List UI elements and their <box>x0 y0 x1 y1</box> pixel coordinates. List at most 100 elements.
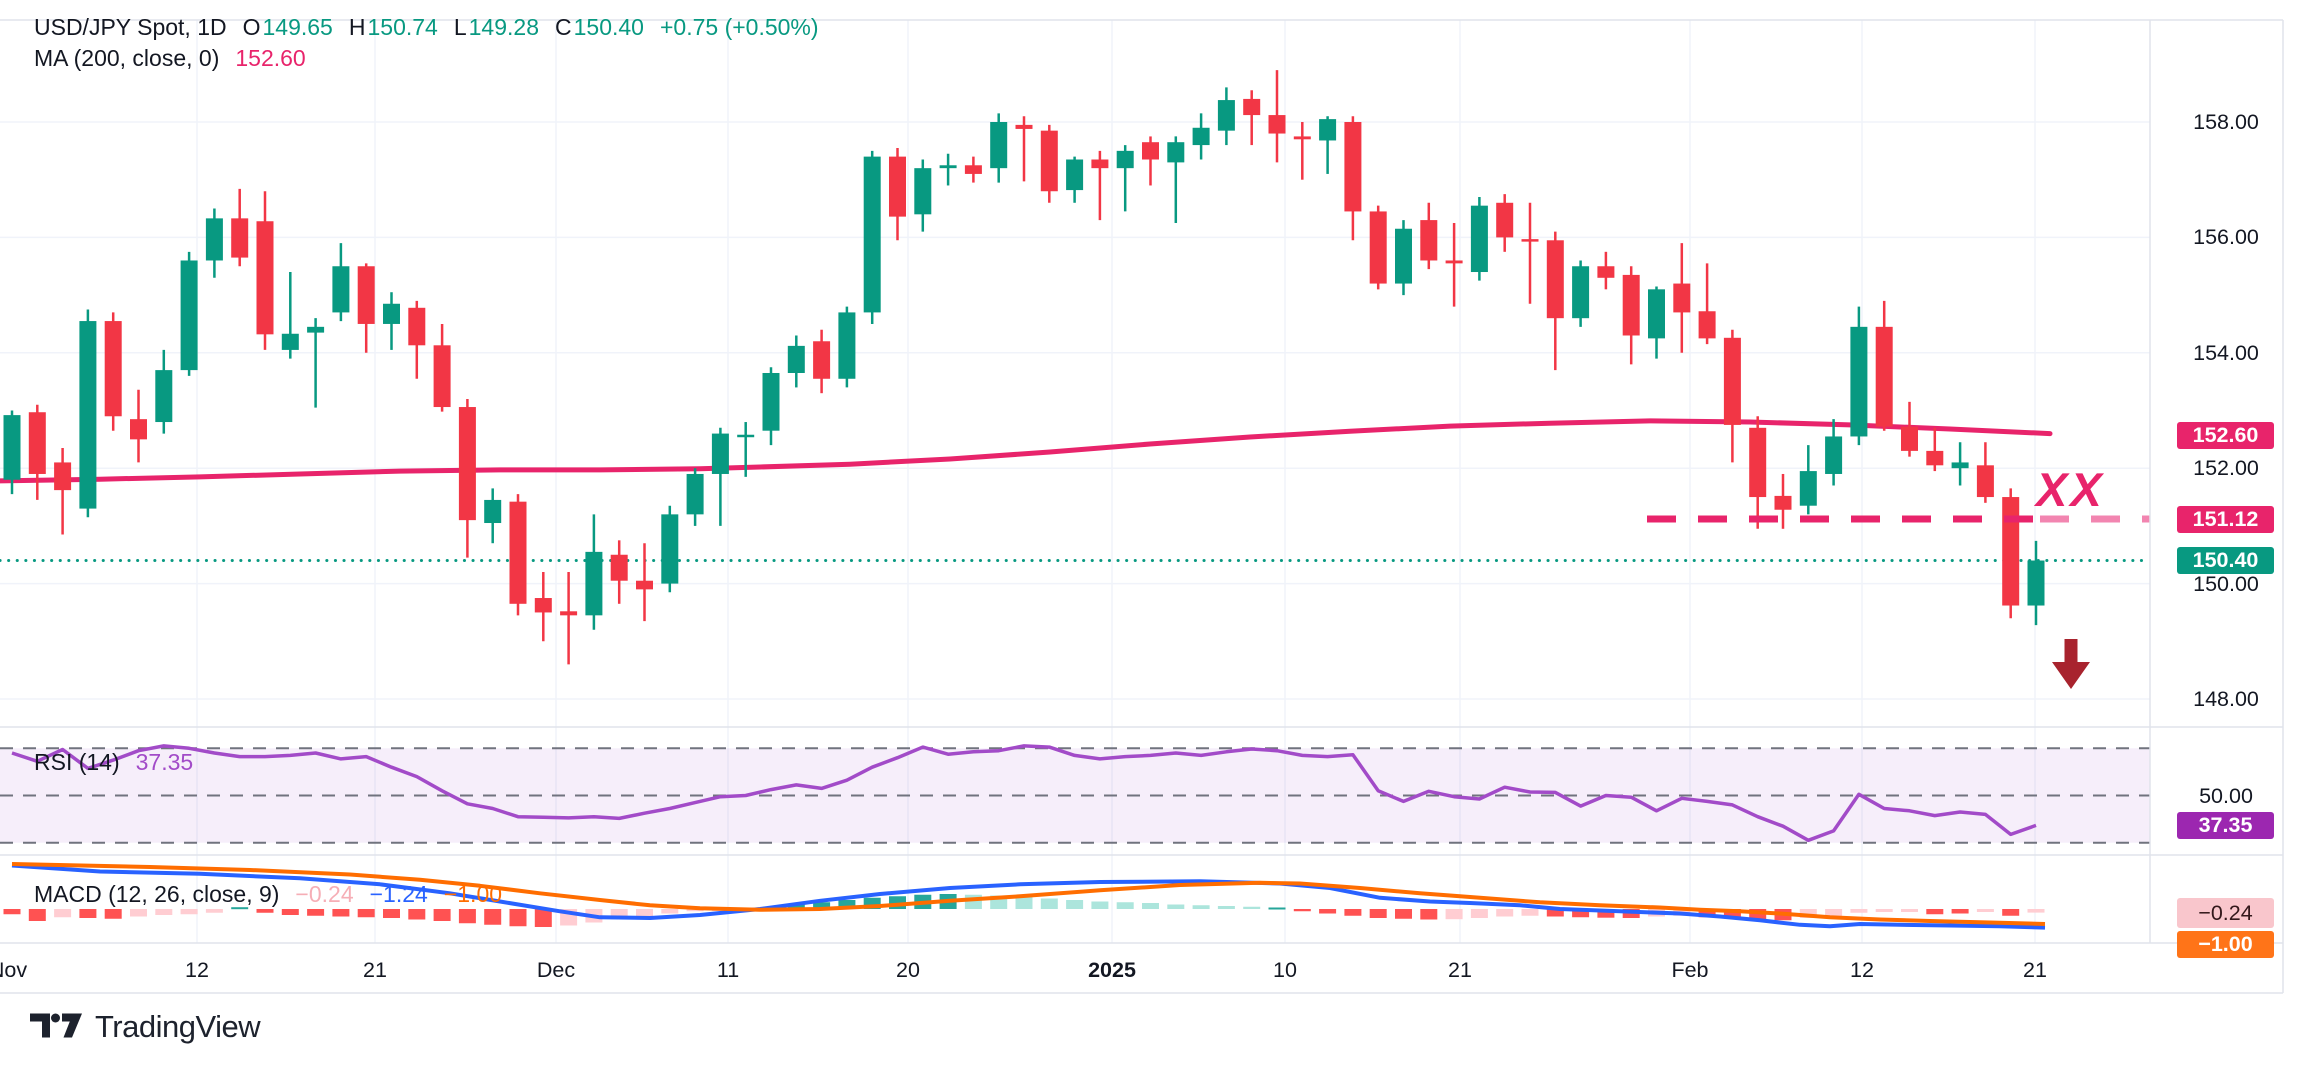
candle[interactable] <box>1243 98 1261 116</box>
candle[interactable] <box>1622 274 1640 336</box>
candle[interactable] <box>1976 465 1994 498</box>
candle[interactable] <box>737 434 755 438</box>
rsi-line[interactable] <box>11 744 2037 843</box>
candle[interactable] <box>990 122 1008 169</box>
candle[interactable] <box>1648 289 1665 339</box>
candle[interactable] <box>2027 560 2045 606</box>
candle[interactable] <box>889 156 906 217</box>
candle[interactable] <box>1344 122 1362 212</box>
time-tick-label[interactable]: Nov <box>0 958 28 982</box>
candle[interactable] <box>2002 497 2020 606</box>
candle[interactable] <box>433 345 451 408</box>
candle[interactable] <box>1546 240 1564 319</box>
xx-annotation[interactable]: XX <box>2036 463 2105 516</box>
candle[interactable] <box>332 266 350 313</box>
candle[interactable] <box>205 218 223 261</box>
price-tick-label[interactable]: 150.00 <box>2193 571 2259 596</box>
price-tick-label[interactable]: 152.00 <box>2193 456 2259 481</box>
time-tick-label[interactable]: 20 <box>896 958 920 982</box>
candle[interactable] <box>1066 159 1084 191</box>
time-tick-label[interactable]: 10 <box>1273 958 1297 982</box>
candle[interactable] <box>256 221 274 335</box>
candle[interactable] <box>1116 150 1134 169</box>
candle[interactable] <box>1850 326 1868 437</box>
candle[interactable] <box>1395 228 1412 284</box>
candle[interactable] <box>1774 495 1792 510</box>
candle[interactable] <box>585 551 603 616</box>
candle[interactable] <box>484 499 502 524</box>
candle[interactable] <box>939 165 957 169</box>
candle[interactable] <box>1521 239 1539 242</box>
candle[interactable] <box>787 345 805 373</box>
price-tick-label[interactable]: 154.00 <box>2193 340 2259 365</box>
time-tick-label[interactable]: 11 <box>716 958 740 982</box>
candle[interactable] <box>357 266 375 324</box>
candle[interactable] <box>1420 220 1438 261</box>
candle[interactable] <box>534 598 552 613</box>
candle[interactable] <box>155 370 173 423</box>
candle[interactable] <box>180 260 198 371</box>
candle[interactable] <box>1040 130 1058 192</box>
price-tick-label[interactable]: 148.00 <box>2193 687 2259 711</box>
candle[interactable] <box>281 333 299 350</box>
time-tick-label[interactable]: 12 <box>1850 958 1874 982</box>
candle[interactable] <box>3 415 21 480</box>
candle[interactable] <box>1749 427 1767 498</box>
time-tick-label[interactable]: Feb <box>1671 958 1709 982</box>
candle[interactable] <box>383 303 400 324</box>
candle[interactable] <box>560 611 578 616</box>
candle[interactable] <box>914 168 932 215</box>
candle[interactable] <box>130 419 147 440</box>
rsi-tick-label[interactable]: 50.00 <box>2199 783 2253 808</box>
candle[interactable] <box>1142 142 1159 160</box>
candle[interactable] <box>1470 205 1488 273</box>
candle[interactable] <box>1875 326 1893 427</box>
candle[interactable] <box>863 156 881 313</box>
candle[interactable] <box>1698 311 1716 339</box>
candle[interactable] <box>1192 127 1210 146</box>
candle[interactable] <box>1496 202 1514 238</box>
time-tick-label[interactable]: 12 <box>185 958 209 982</box>
candle[interactable] <box>1926 450 1944 466</box>
time-tick-label[interactable]: 21 <box>1448 958 1472 982</box>
candle[interactable] <box>838 312 856 379</box>
candle[interactable] <box>28 412 46 474</box>
time-tick-label[interactable]: 21 <box>2023 958 2047 982</box>
candle[interactable] <box>1445 260 1463 264</box>
candle[interactable] <box>1217 100 1235 131</box>
candle[interactable] <box>1799 471 1817 506</box>
time-tick-label[interactable]: 2025 <box>1088 958 1136 982</box>
candle[interactable] <box>1091 159 1109 169</box>
macd-signal-line[interactable] <box>11 862 2046 926</box>
candle[interactable] <box>509 501 527 604</box>
candle[interactable] <box>79 321 97 509</box>
candle[interactable] <box>711 433 729 474</box>
price-tick-label[interactable]: 156.00 <box>2193 225 2259 250</box>
candle[interactable] <box>813 341 831 379</box>
candle[interactable] <box>1572 266 1590 319</box>
candle[interactable] <box>1015 124 1033 129</box>
ma200-line[interactable] <box>0 418 2053 484</box>
candle[interactable] <box>54 462 72 491</box>
candle[interactable] <box>1293 136 1311 140</box>
candle[interactable] <box>307 326 325 333</box>
candle[interactable] <box>610 554 628 581</box>
candle[interactable] <box>762 372 780 431</box>
candle[interactable] <box>1369 211 1387 284</box>
candle[interactable] <box>231 218 249 258</box>
candle[interactable] <box>1597 266 1615 278</box>
time-tick-label[interactable]: 21 <box>363 958 387 982</box>
candle[interactable] <box>636 580 653 590</box>
price-tick-label[interactable]: 158.00 <box>2193 110 2259 134</box>
candle[interactable] <box>686 473 704 515</box>
candle[interactable] <box>1951 462 1969 469</box>
candle[interactable] <box>661 514 679 584</box>
tradingview-logo[interactable]: TradingView <box>30 1008 261 1045</box>
candle[interactable] <box>1268 115 1286 134</box>
arrow-down-marker[interactable] <box>2052 639 2090 689</box>
candle[interactable] <box>408 307 426 346</box>
candle[interactable] <box>1673 283 1691 313</box>
time-tick-label[interactable]: Dec <box>536 958 576 982</box>
candle[interactable] <box>1901 426 1918 451</box>
